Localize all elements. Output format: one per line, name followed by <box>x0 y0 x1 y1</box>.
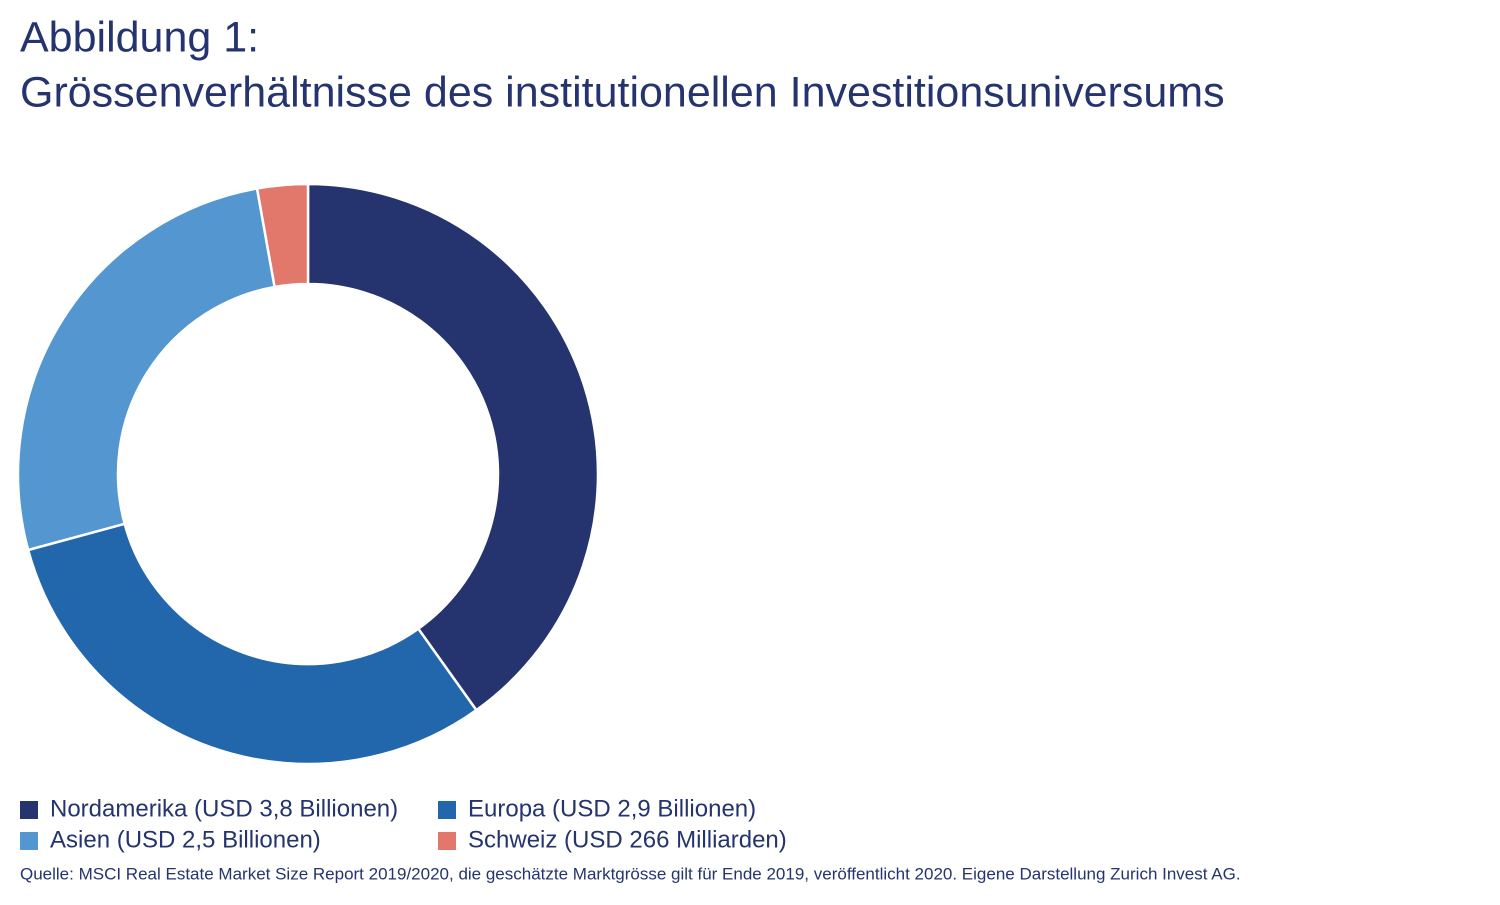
donut-segment <box>306 182 600 712</box>
legend-label: Asien (USD 2,5 Billionen) <box>50 826 321 853</box>
donut-segment <box>16 187 277 552</box>
donut-segment <box>26 522 479 766</box>
donut-segment <box>255 182 310 289</box>
chart-title: Abbildung 1: <box>20 13 259 61</box>
legend-label: Europa (USD 2,9 Billionen) <box>468 795 756 822</box>
legend-swatch <box>438 801 456 819</box>
chart-subtitle: Grössenverhältnisse des institutionellen… <box>20 68 1225 116</box>
legend-label: Nordamerika (USD 3,8 Billionen) <box>50 795 398 822</box>
legend-swatch <box>20 801 38 819</box>
legend-swatch <box>438 832 456 850</box>
legend-swatch <box>20 832 38 850</box>
legend-label: Schweiz (USD 266 Milliarden) <box>468 826 787 853</box>
source-note: Quelle: MSCI Real Estate Market Size Rep… <box>20 864 1241 883</box>
